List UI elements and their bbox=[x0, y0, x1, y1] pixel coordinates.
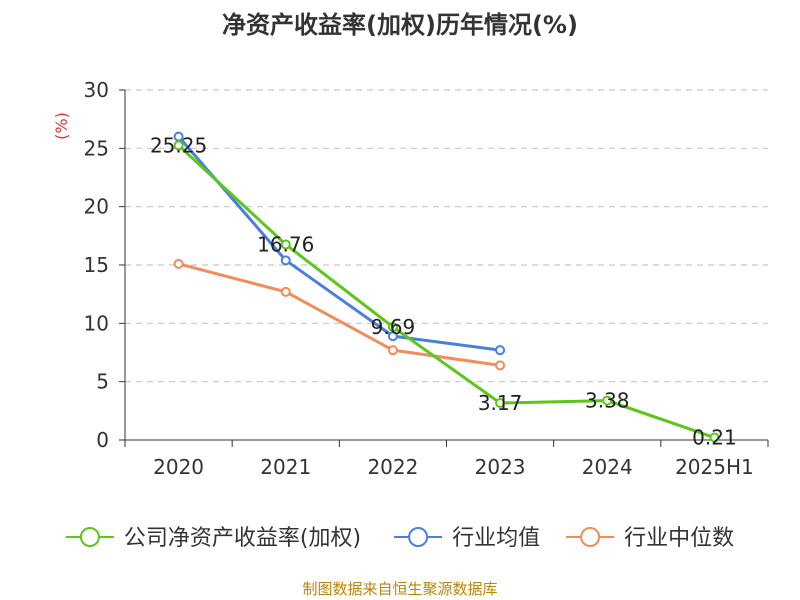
y-tick-label: 15 bbox=[84, 253, 109, 277]
chart-title: 净资产收益率(加权)历年情况(%) bbox=[222, 11, 578, 39]
y-tick-label: 5 bbox=[96, 370, 109, 394]
data-point bbox=[709, 432, 720, 443]
y-tick-label: 0 bbox=[96, 428, 109, 452]
data-point bbox=[495, 345, 506, 356]
x-tick-label: 2025H1 bbox=[675, 455, 754, 479]
legend-marker bbox=[79, 527, 100, 547]
legend-marker bbox=[580, 527, 601, 547]
source-note: 制图数据来自恒生聚源数据库 bbox=[302, 580, 497, 598]
legend-label: 公司净资产收益率(加权) bbox=[124, 526, 361, 551]
series-0 bbox=[173, 140, 720, 443]
x-tick-label: 2022 bbox=[367, 455, 418, 479]
legend-item-0[interactable]: 公司净资产收益率(加权) bbox=[65, 526, 361, 551]
data-point bbox=[495, 398, 506, 409]
data-point bbox=[280, 286, 291, 297]
data-point bbox=[495, 360, 506, 371]
data-label: 3.17 bbox=[478, 391, 523, 415]
data-label: 25.25 bbox=[150, 133, 207, 157]
data-point bbox=[387, 345, 398, 356]
grid-lines bbox=[125, 89, 768, 383]
series-2 bbox=[173, 258, 506, 371]
legend-marker bbox=[408, 527, 429, 547]
y-tick-label: 10 bbox=[84, 311, 109, 335]
data-label: 0.21 bbox=[692, 426, 737, 450]
x-tick-label: 2021 bbox=[260, 455, 311, 479]
data-point bbox=[387, 321, 398, 332]
data-point bbox=[280, 255, 291, 266]
data-point bbox=[173, 258, 184, 269]
legend-item-1[interactable]: 行业均值 bbox=[394, 526, 540, 551]
series-line bbox=[177, 135, 501, 352]
legend[interactable]: 公司净资产收益率(加权) 行业均值 行业中位数 bbox=[65, 526, 734, 551]
x-tick-label: 2020 bbox=[153, 455, 204, 479]
data-label: 9.69 bbox=[371, 315, 416, 339]
series-line bbox=[177, 144, 715, 439]
data-point bbox=[602, 395, 613, 406]
series-layer bbox=[173, 131, 720, 443]
data-point bbox=[280, 239, 291, 250]
y-tick-label: 20 bbox=[84, 195, 109, 219]
series-line bbox=[178, 262, 501, 367]
data-label: 3.38 bbox=[585, 389, 630, 413]
y-tick-label: 25 bbox=[84, 136, 109, 160]
x-tick-label: 2023 bbox=[475, 455, 526, 479]
y-axis-unit-label: (%) bbox=[52, 112, 71, 140]
data-labels: 25.25 16.76 9.69 3.17 3.38 0.21 bbox=[150, 133, 737, 449]
data-label: 16.76 bbox=[257, 232, 314, 256]
legend-label: 行业均值 bbox=[452, 526, 540, 551]
legend-label: 行业中位数 bbox=[624, 526, 734, 551]
legend-item-2[interactable]: 行业中位数 bbox=[566, 526, 734, 551]
data-point bbox=[173, 140, 184, 151]
x-tick-label: 2024 bbox=[582, 455, 633, 479]
y-tick-label: 30 bbox=[84, 78, 109, 102]
axes: 0 5 10 15 20 25 30 2020 2021 2022 2023 2024 2025H1 bbox=[84, 78, 769, 479]
data-point bbox=[387, 331, 398, 342]
series-1 bbox=[173, 131, 506, 356]
